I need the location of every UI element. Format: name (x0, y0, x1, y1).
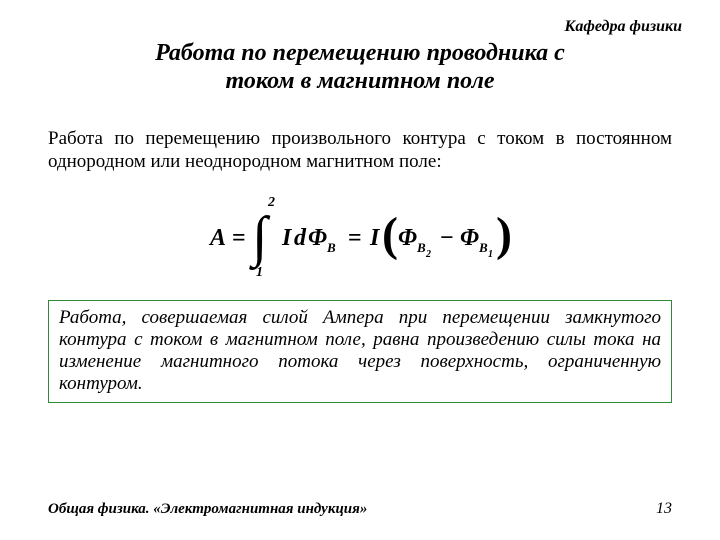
Phi1-B: B (478, 240, 488, 255)
Phi1: Φ (460, 225, 479, 251)
page-number: 13 (656, 500, 672, 518)
sym-eq2: = (348, 225, 362, 251)
int-lower: 1 (256, 265, 263, 280)
int-upper: 2 (267, 195, 275, 210)
slide-title: Работа по перемещению проводника с током… (0, 40, 720, 95)
rparen: ) (496, 208, 512, 261)
lparen: ( (382, 208, 398, 261)
department-label: Кафедра физики (565, 18, 682, 36)
Phi2-2: 2 (425, 249, 431, 260)
title-line-1: Работа по перемещению проводника с (155, 40, 565, 66)
highlight-box: Работа, совершаемая силой Ампера при пер… (48, 300, 672, 403)
sym-eq1: = (232, 225, 246, 251)
title-line-2: током в магнитном поле (225, 68, 494, 94)
integrand-d: d (294, 225, 307, 251)
integrand-I: I (281, 225, 293, 251)
Phi1-1: 1 (488, 249, 493, 260)
slide: Кафедра физики Работа по перемещению про… (0, 0, 720, 540)
minus: − (440, 225, 454, 251)
rhs-I: I (369, 225, 381, 251)
Phi2: Φ (398, 225, 417, 251)
integrand-PhiB: B (326, 240, 336, 255)
footer-course: Общая физика. «Электромагнитная индукция… (48, 501, 367, 518)
integral-sign: ∫ (249, 206, 271, 271)
Phi2-B: B (416, 240, 426, 255)
sym-A: A (208, 225, 226, 251)
formula-block: A = ∫ 2 1 I d Φ B = I ( Φ B 2 − (0, 190, 720, 285)
intro-text: Работа по перемещению произвольного конт… (48, 128, 672, 174)
formula-svg: A = ∫ 2 1 I d Φ B = I ( Φ B 2 − (190, 190, 530, 280)
integrand-Phi: Φ (308, 225, 327, 251)
